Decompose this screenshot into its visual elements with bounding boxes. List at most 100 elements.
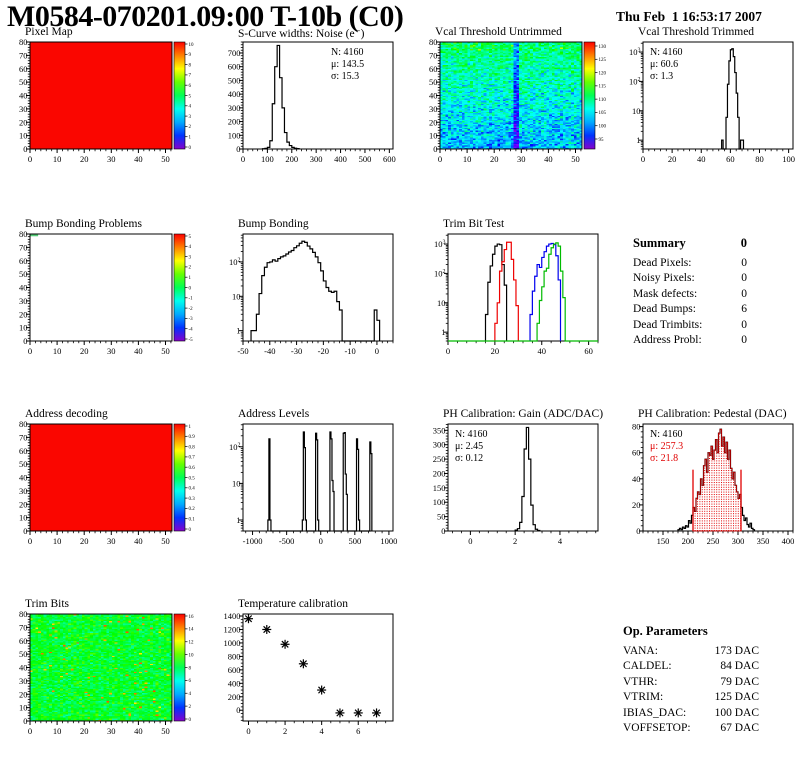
svg-text:0.1: 0.1 xyxy=(189,518,196,523)
svg-text:-40: -40 xyxy=(264,346,275,356)
svg-text:500: 500 xyxy=(359,154,372,164)
svg-text:20: 20 xyxy=(80,346,89,356)
ph-gain-title: PH Calibration: Gain (ADC/DAC) xyxy=(443,408,604,420)
op-parameter-row: VTHR: 79 DAC xyxy=(623,675,759,690)
svg-text:0.9: 0.9 xyxy=(189,435,196,440)
summary-row: Noisy Pixels: 0 xyxy=(633,271,747,286)
svg-text:1: 1 xyxy=(189,276,192,281)
summary-value: 0 xyxy=(741,334,747,347)
svg-text:10: 10 xyxy=(232,291,241,301)
svg-text:7: 7 xyxy=(189,74,192,79)
scurve-noise-series xyxy=(261,44,300,150)
svg-text:20: 20 xyxy=(668,154,677,164)
svg-text:40: 40 xyxy=(134,154,143,164)
svg-text:60: 60 xyxy=(584,346,593,356)
svg-text:0: 0 xyxy=(641,154,645,164)
svg-text:600: 600 xyxy=(383,154,396,164)
svg-text:10: 10 xyxy=(53,536,62,546)
summary-value: 0 xyxy=(741,257,747,269)
vcal-trimmed-title: Vcal Threshold Trimmed xyxy=(638,26,755,38)
op-parameter-value: 125 DAC xyxy=(714,691,759,704)
op-parameter-value: 100 DAC xyxy=(714,706,759,719)
plot-ph-gain: PH Calibration: Gain (ADC/DAC) 0 2 4 0 50 100 1… xyxy=(418,408,613,578)
svg-text:110: 110 xyxy=(599,98,607,103)
plot-pixel-map: Pixel Map 0 10 20 30 40 50 0 10 20 30 40 50 60 70 80 10 9… xyxy=(8,26,203,196)
svg-text:10: 10 xyxy=(437,298,446,308)
ph-pedestal-stat-line: μ: 257.3 xyxy=(650,441,683,452)
svg-text:0: 0 xyxy=(28,154,32,164)
svg-text:50: 50 xyxy=(429,77,438,87)
data-point-marker xyxy=(298,659,308,669)
svg-text:20: 20 xyxy=(429,117,438,127)
svg-text:6: 6 xyxy=(189,84,192,89)
page-title: M0584-070201.09:00 T-10b (C0) xyxy=(7,0,404,33)
svg-text:700: 700 xyxy=(228,48,241,58)
svg-text:0: 0 xyxy=(433,144,437,154)
svg-text:-1: -1 xyxy=(189,297,194,302)
plot-temp-cal: Temperature calibration 0 2 4 6 0 200 400 600 800… xyxy=(213,598,408,768)
svg-text:3: 3 xyxy=(189,115,192,120)
address-decoding-colorbar xyxy=(173,423,186,532)
svg-text:0: 0 xyxy=(23,526,27,536)
bump-bonding-title: Bump Bonding xyxy=(238,218,309,230)
data-point-marker xyxy=(335,708,345,718)
op-parameter-row: VANA: 173 DAC xyxy=(623,644,759,659)
summary-rows: Dead Pixels: 0 Noisy Pixels: 0 Mask defects:… xyxy=(633,256,747,348)
svg-text:102: 102 xyxy=(629,76,641,86)
address-decoding-chart: 0 10 20 30 40 50 0 10 20 30 40 50 60 70 80 1 0.9 0.8 0.7 0.… xyxy=(19,419,196,546)
svg-text:50: 50 xyxy=(19,77,28,87)
data-point-marker xyxy=(372,708,382,718)
trim-bit-test-chart: 0 20 40 60 1 10 102 103 xyxy=(434,233,599,356)
data-point-marker xyxy=(262,624,272,634)
scurve-noise-stat-line: N: 4160 xyxy=(331,47,364,58)
svg-text:70: 70 xyxy=(429,50,438,60)
svg-text:5: 5 xyxy=(189,94,192,99)
svg-text:80: 80 xyxy=(755,154,764,164)
svg-text:30: 30 xyxy=(107,536,116,546)
svg-text:9: 9 xyxy=(189,53,192,58)
svg-text:100: 100 xyxy=(599,125,607,130)
svg-text:20: 20 xyxy=(80,154,89,164)
svg-text:40: 40 xyxy=(544,154,553,164)
svg-text:130: 130 xyxy=(599,45,607,50)
plot-scurve-noise: S-Curve widths: Noise (e⁻) 0 100 200 300 400 5… xyxy=(213,28,408,196)
plot-address-levels: Address Levels -1000 -500 0 500 1000 1 10 102 xyxy=(213,408,408,578)
op-parameter-label: VANA: xyxy=(623,645,658,657)
address-levels-title: Address Levels xyxy=(238,408,310,420)
scurve-noise-title: S-Curve widths: Noise (e⁻) xyxy=(238,28,365,40)
svg-text:70: 70 xyxy=(19,242,28,252)
trim-bits-cells xyxy=(30,614,173,722)
plot-vcal-trimmed: Vcal Threshold Trimmed 0 20 40 60 80 100 1 10 102… xyxy=(613,26,796,196)
svg-text:400: 400 xyxy=(334,154,347,164)
plot-trim-bits: Trim Bits 0 10 20 30 40 50 0 10 20 30 40 50 60 70 80 16 1… xyxy=(8,598,203,768)
svg-text:0: 0 xyxy=(241,154,245,164)
vcal-untrimmed-colorbar xyxy=(583,41,596,150)
svg-text:0.2: 0.2 xyxy=(189,507,196,512)
plot-address-decoding: Address decoding 0 10 20 30 40 50 0 10 20 30 40 50 60… xyxy=(8,408,203,578)
bump-problems-colorbar xyxy=(173,233,186,342)
trim-bit-3 xyxy=(448,242,598,342)
scurve-noise-stat-line: σ: 15.3 xyxy=(331,71,359,82)
vcal-trimmed-stat-line: μ: 60.6 xyxy=(650,59,678,70)
bump-bonding-chart: -50 -40 -30 -20 -10 0 1 10 102 xyxy=(229,233,394,356)
vcal-trimmed-stat-line: N: 4160 xyxy=(650,47,683,58)
op-parameter-value: 84 DAC xyxy=(720,660,759,673)
op-parameter-value: 79 DAC xyxy=(720,675,759,688)
svg-text:50: 50 xyxy=(571,154,580,164)
op-parameter-row: VTRIM: 125 DAC xyxy=(623,690,759,705)
summary-label: Dead Pixels: xyxy=(633,257,692,269)
svg-text:10: 10 xyxy=(19,323,28,333)
svg-text:300: 300 xyxy=(310,154,323,164)
svg-text:50: 50 xyxy=(19,459,28,469)
svg-text:0: 0 xyxy=(236,144,240,154)
svg-text:0: 0 xyxy=(438,154,442,164)
svg-text:1: 1 xyxy=(636,135,640,145)
svg-text:0: 0 xyxy=(23,144,27,154)
data-point-marker xyxy=(280,639,290,649)
svg-text:0: 0 xyxy=(23,336,27,346)
op-parameters-header: Op. Parameters xyxy=(623,624,759,639)
svg-text:50: 50 xyxy=(161,346,170,356)
svg-text:60: 60 xyxy=(19,446,28,456)
